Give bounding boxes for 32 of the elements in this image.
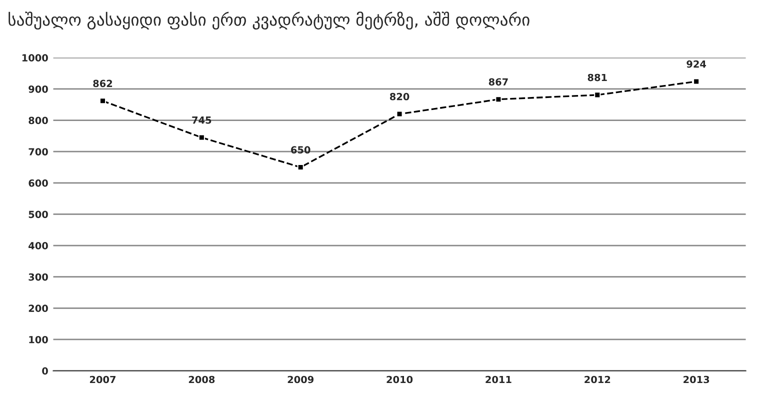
data-label: 820 [390,92,410,100]
y-tick-label: 1000 [22,54,48,62]
data-label: 862 [93,80,112,88]
point [396,110,403,118]
y-tick-label: 500 [28,210,48,218]
y-tick-label: 800 [28,116,48,124]
x-tick-label: 2009 [288,376,314,384]
data-label: 881 [588,74,607,82]
x-tick-label: 2011 [486,376,512,384]
y-tick-label: 300 [28,273,48,281]
data-label: 924 [686,60,706,68]
x-tick-label: 2012 [584,376,610,384]
x-tick-label: 2010 [386,376,413,384]
y-tick-label: 100 [29,336,48,344]
x-tick-label: 2013 [684,376,710,384]
point [99,98,106,104]
point [198,134,205,141]
y-tick-label: 600 [28,179,48,187]
x-tick-label: 2007 [90,376,116,384]
x-tick-label: 2008 [188,376,215,384]
y-tick-label: 200 [28,304,48,312]
point [693,78,700,85]
y-tick-label: 400 [28,242,48,250]
data-label: 867 [488,78,508,86]
y-tick-label: 700 [28,148,48,156]
point [594,92,601,98]
y-tick-label: 0 [42,367,48,375]
chart-title: საშუალო გასაყიდი ფასი ერთ კვადრატულ მეტრზე, აშშ დოლარი [8,12,530,30]
y-tick-label: 900 [28,85,48,93]
data-label: 745 [192,116,212,124]
data-label: 650 [291,146,310,154]
point [495,96,502,103]
